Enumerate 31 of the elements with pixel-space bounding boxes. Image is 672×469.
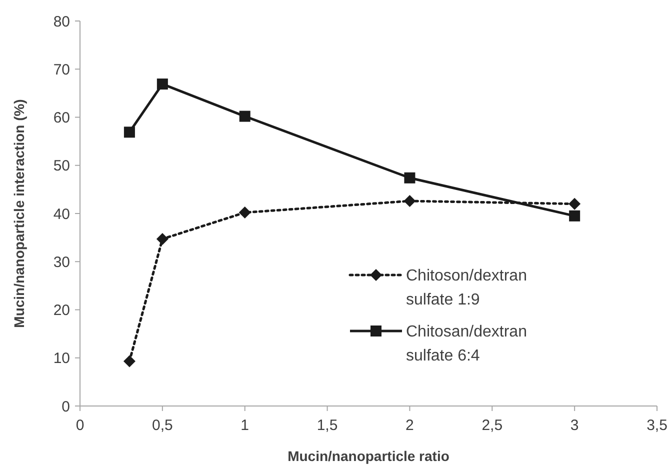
point bbox=[123, 355, 136, 368]
x-tick-label: 3,5 bbox=[646, 417, 668, 434]
x-tick-label: 2 bbox=[406, 417, 414, 434]
x-tick-label: 0 bbox=[76, 417, 84, 434]
y-tick-label: 60 bbox=[53, 110, 70, 126]
point bbox=[568, 198, 581, 210]
y-tick-label: 30 bbox=[53, 254, 70, 271]
y-axis-title: Mucin/nanoparticle interaction (%) bbox=[11, 99, 27, 328]
point bbox=[156, 78, 168, 90]
y-tick-label: 10 bbox=[53, 350, 70, 368]
y-tick-label: 80 bbox=[53, 13, 70, 30]
x-axis-title: Mucin/nanoparticle ratio bbox=[288, 448, 450, 464]
point bbox=[569, 210, 580, 222]
x-tick-label: 2,5 bbox=[482, 417, 503, 434]
x-tick-label: 0,5 bbox=[152, 417, 173, 434]
x-tick-label: 1 bbox=[240, 417, 250, 434]
y-tick-label: 20 bbox=[53, 302, 70, 319]
x-tick-label: 3 bbox=[570, 417, 579, 434]
x-tick-label: 1,5 bbox=[316, 417, 338, 434]
point bbox=[239, 110, 250, 122]
point bbox=[124, 126, 135, 138]
y-tick-label: 40 bbox=[53, 206, 70, 223]
point bbox=[404, 172, 416, 184]
point bbox=[404, 194, 416, 207]
y-tick-label: 0 bbox=[62, 398, 70, 416]
point bbox=[238, 206, 251, 219]
legend-label: Chitoson/dextran sulfate 1:9 bbox=[406, 268, 527, 309]
legend-label: Chitosan/dextran sulfate 6:4 bbox=[406, 324, 527, 365]
y-tick-label: 70 bbox=[53, 61, 70, 78]
point bbox=[156, 233, 168, 246]
y-tick-label: 50 bbox=[53, 158, 70, 175]
